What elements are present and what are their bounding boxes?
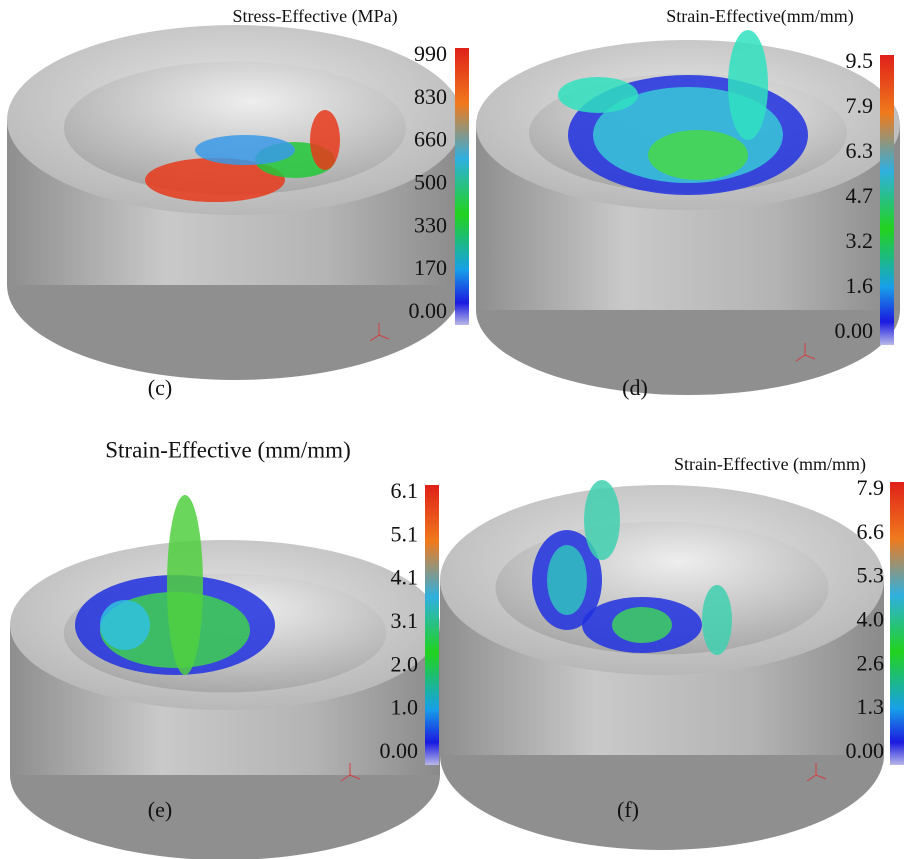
color-bar <box>890 482 904 765</box>
panel-caption: (f) <box>617 797 639 822</box>
scale-label: 5.1 <box>391 521 419 546</box>
legend-title: Strain-Effective (mm/mm) <box>674 454 866 475</box>
contour-region <box>547 545 587 615</box>
contour-region <box>145 158 285 202</box>
axis-triad <box>795 354 806 362</box>
scale-label: 6.6 <box>857 519 885 544</box>
axis-triad <box>378 334 390 340</box>
panel-caption: (d) <box>622 375 648 400</box>
legend-title: Strain-Effective (mm/mm) <box>105 437 350 462</box>
scale-label: 990 <box>414 41 447 66</box>
color-bar <box>880 55 894 345</box>
contour-region <box>584 480 620 560</box>
panel-caption: (c) <box>148 375 172 400</box>
scale-label: 7.9 <box>846 93 874 118</box>
axis-triad <box>349 774 361 780</box>
scale-label: 1.0 <box>391 695 419 720</box>
legend-title: Stress-Effective (MPa) <box>232 6 397 27</box>
contour-region <box>648 130 748 180</box>
contour-region <box>310 110 340 170</box>
scale-label: 830 <box>414 84 447 109</box>
contour-region <box>195 135 295 165</box>
scale-label: 4.1 <box>391 565 419 590</box>
scale-label: 3.1 <box>391 608 419 633</box>
axis-triad <box>804 354 816 360</box>
axis-triad <box>815 774 827 780</box>
color-bar <box>455 48 469 325</box>
axis-triad <box>806 774 817 782</box>
contour-region <box>558 77 638 113</box>
scale-label: 7.9 <box>857 475 885 500</box>
scale-label: 1.6 <box>846 273 874 298</box>
scale-label: 5.3 <box>857 563 885 588</box>
scale-label: 170 <box>414 255 447 280</box>
scale-label: 6.1 <box>391 478 419 503</box>
axis-triad <box>369 334 380 342</box>
scale-label: 4.7 <box>846 183 874 208</box>
scale-label: 500 <box>414 170 447 195</box>
scale-label: 2.6 <box>857 650 885 675</box>
scale-label: 660 <box>414 127 447 152</box>
panel-caption: (e) <box>148 797 172 822</box>
contour-region <box>100 600 150 650</box>
contour-region <box>167 495 203 675</box>
scale-label: 6.3 <box>846 138 874 163</box>
scale-label: 4.0 <box>857 607 885 632</box>
scale-label: 0.00 <box>409 298 448 323</box>
scale-label: 330 <box>414 212 447 237</box>
scale-label: 3.2 <box>846 228 874 253</box>
scale-label: 9.5 <box>846 48 874 73</box>
contour-region <box>728 30 768 140</box>
legend-title: Strain-Effective(mm/mm) <box>666 6 854 27</box>
scale-label: 1.3 <box>857 694 885 719</box>
scale-label: 0.00 <box>846 738 885 763</box>
scale-label: 0.00 <box>380 738 419 763</box>
scale-label: 2.0 <box>391 651 419 676</box>
contour-region <box>702 585 732 655</box>
contour-region <box>612 607 672 643</box>
axis-triad <box>340 774 351 782</box>
color-bar <box>425 485 439 765</box>
scale-label: 0.00 <box>835 318 874 343</box>
